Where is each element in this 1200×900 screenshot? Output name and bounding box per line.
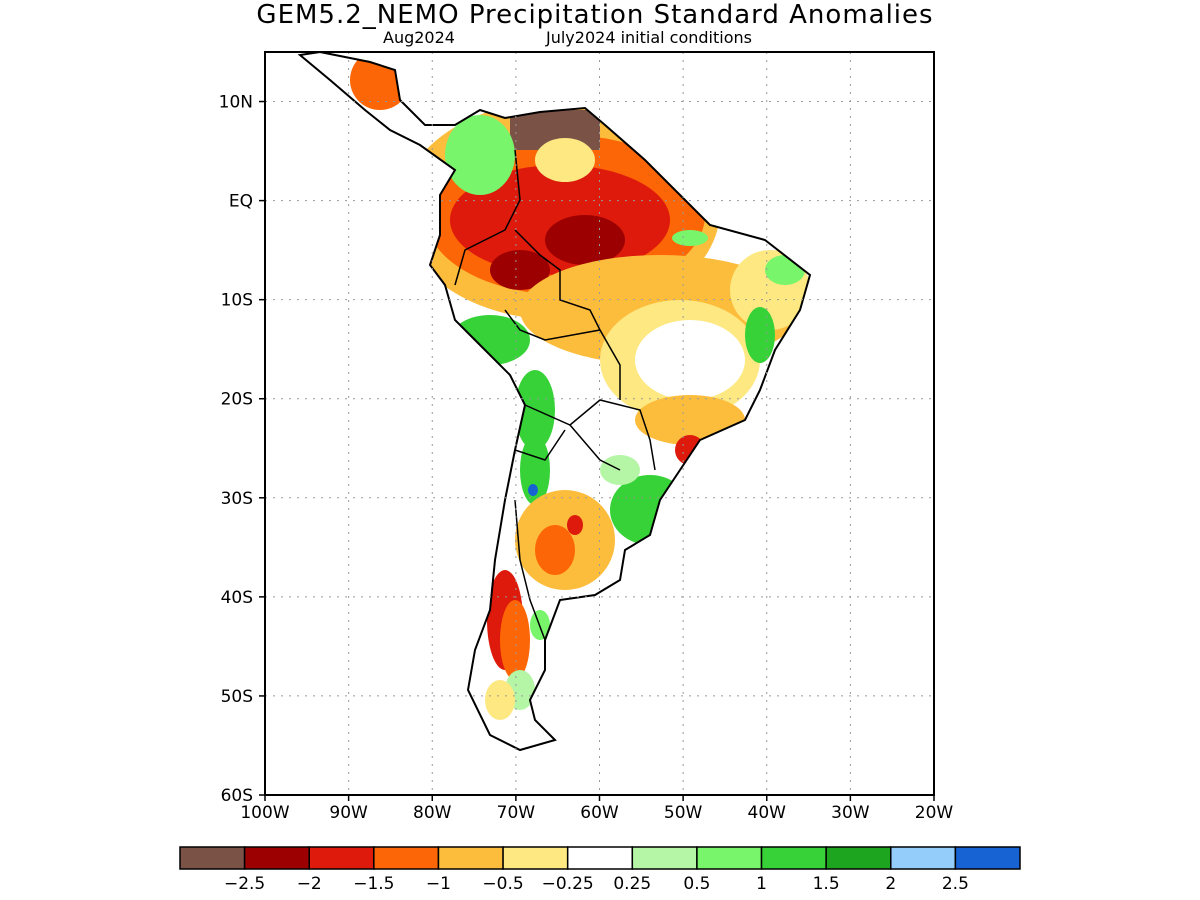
colorbar-label: 0.5 [683,874,711,894]
lon-tick-label: 100W [240,803,289,823]
lon-tick-label: 90W [329,803,368,823]
lon-tick-label: 60W [580,803,619,823]
lat-tick-label: 10N [219,93,253,113]
lat-tick-label: EQ [229,192,253,212]
anomaly-shading [300,52,810,750]
colorbar-swatch [760,846,827,870]
initial-conditions: July2024 initial conditions [546,28,752,47]
lon-tick-label: 30W [831,803,870,823]
lon-tick-label: 40W [748,803,787,823]
lon-tick-label: 80W [413,803,452,823]
colorbar-label: −2 [296,874,322,894]
colorbar-swatch [631,846,698,870]
colorbar-label: 0.25 [613,874,652,894]
lon-tick-label: 50W [664,803,703,823]
lat-axis: 10N EQ 10S 20S 30S 40S 50S 60S [219,93,265,806]
colorbar-swatch [954,846,1021,870]
lat-tick-label: 50S [221,687,253,707]
colorbar-swatch [437,846,504,870]
chart-title: GEM5.2_NEMO Precipitation Standard Anoma… [256,0,934,30]
colorbar-label: −2.5 [223,874,266,894]
colorbar-swatch [890,846,957,870]
lon-axis: 100W 90W 80W 70W 60W 50W 40W 30W 20W [240,795,953,823]
colorbar-swatch [502,846,569,870]
colorbar-swatch [243,846,310,870]
colorbar-swatch [566,846,634,870]
colorbar-swatch [825,846,892,870]
colorbar-label: −0.25 [541,874,594,894]
lat-tick-label: 40S [221,588,253,608]
lat-tick-label: 20S [221,390,253,410]
colorbar-label: 1 [756,874,767,894]
colorbar-swatch [179,846,246,870]
colorbar [179,846,1021,870]
lon-tick-label: 20W [915,803,954,823]
lat-tick-label: 30S [221,489,253,509]
colorbar-label: 2.5 [941,874,969,894]
lat-tick-label: 10S [221,291,253,311]
colorbar-label: 2 [885,874,897,894]
colorbar-label: −1 [425,874,451,894]
lat-tick-label: 60S [221,786,253,806]
country-borders [454,149,656,641]
lon-tick-label: 70W [497,803,536,823]
colorbar-label: 1.5 [812,874,840,894]
colorbar-swatch [696,846,763,870]
colorbar-label: −0.5 [482,874,524,894]
forecast-month: Aug2024 [383,28,455,47]
colorbar-swatch [373,846,440,870]
colorbar-label: −1.5 [353,874,395,894]
colorbar-swatch [308,846,375,870]
